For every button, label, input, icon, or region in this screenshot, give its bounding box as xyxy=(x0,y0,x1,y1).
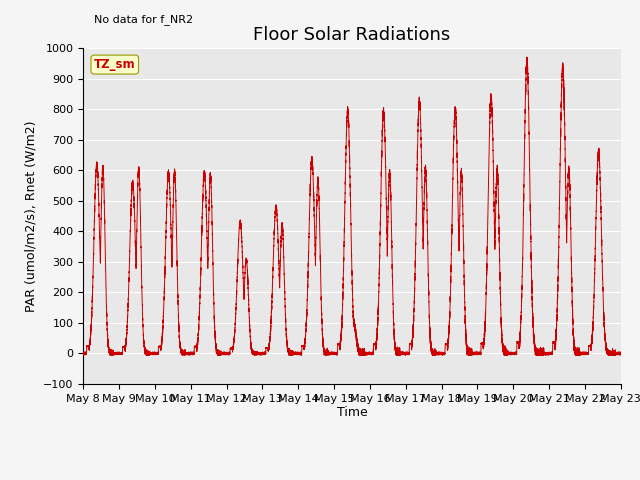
Text: No data for f_NR2: No data for f_NR2 xyxy=(94,14,193,25)
Text: TZ_sm: TZ_sm xyxy=(94,58,136,71)
Title: Floor Solar Radiations: Floor Solar Radiations xyxy=(253,25,451,44)
X-axis label: Time: Time xyxy=(337,407,367,420)
Y-axis label: PAR (umol/m2/s), Rnet (W/m2): PAR (umol/m2/s), Rnet (W/m2) xyxy=(24,120,38,312)
